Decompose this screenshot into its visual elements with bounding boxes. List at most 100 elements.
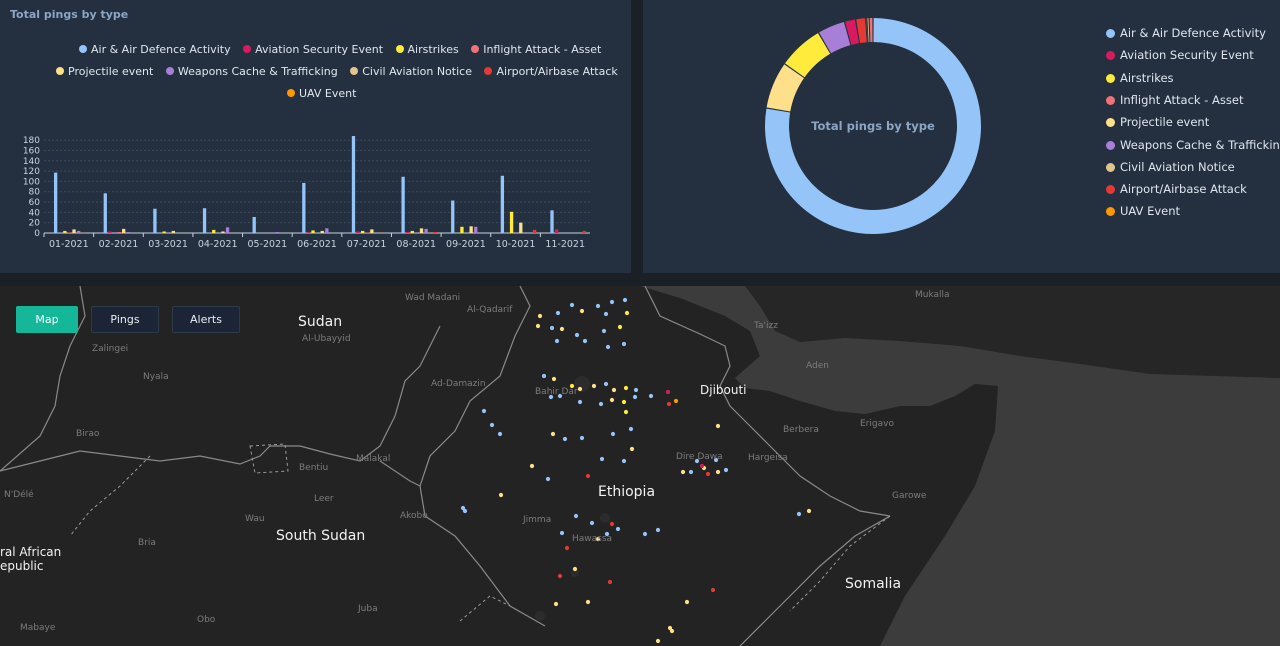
bar[interactable] <box>63 230 67 233</box>
map-point-icon[interactable] <box>554 338 560 344</box>
bar[interactable] <box>451 200 455 233</box>
donut-slice[interactable] <box>845 19 859 45</box>
bar[interactable] <box>406 231 410 233</box>
legend-item-air-defence[interactable]: Air & Air Defence Activity <box>79 43 231 56</box>
bar[interactable] <box>365 232 369 233</box>
legend-item-airstrikes[interactable]: Airstrikes <box>395 43 459 56</box>
bar[interactable] <box>351 136 356 233</box>
donut-legend-item[interactable]: Air & Air Defence Activity <box>1106 26 1266 40</box>
bar[interactable] <box>275 231 279 233</box>
bar[interactable] <box>532 229 537 233</box>
map-point-icon[interactable] <box>604 531 610 537</box>
map-point-icon[interactable] <box>655 638 661 644</box>
bar[interactable] <box>433 231 437 233</box>
map-point-icon[interactable] <box>591 383 597 389</box>
map-point-icon[interactable] <box>559 326 565 332</box>
map-point-icon[interactable] <box>667 625 673 631</box>
map-point-icon[interactable] <box>610 431 616 437</box>
bar[interactable] <box>171 230 175 233</box>
map-point-icon[interactable] <box>694 458 700 464</box>
bar[interactable] <box>225 227 230 233</box>
map-point-icon[interactable] <box>589 520 595 526</box>
map-point-icon[interactable] <box>569 302 575 308</box>
map-point-icon[interactable] <box>621 399 627 405</box>
map-point-icon[interactable] <box>665 389 671 395</box>
map-point-icon[interactable] <box>579 308 585 314</box>
map-point-icon[interactable] <box>611 387 617 393</box>
bar[interactable] <box>429 232 433 233</box>
bar[interactable] <box>419 228 424 233</box>
donut-slice[interactable] <box>785 33 831 78</box>
map-point-icon[interactable] <box>585 599 591 605</box>
map-view[interactable]: Sudan South Sudan Ethiopia Somalia Djibo… <box>0 286 1280 646</box>
map-point-icon[interactable] <box>551 376 557 382</box>
bar[interactable] <box>500 175 505 233</box>
bar[interactable] <box>54 172 58 233</box>
map-point-icon[interactable] <box>598 401 604 407</box>
map-point-icon[interactable] <box>715 423 721 429</box>
map-point-icon[interactable] <box>601 328 607 334</box>
map-point-icon[interactable] <box>582 338 588 344</box>
donut-slice[interactable] <box>766 64 804 112</box>
bar[interactable] <box>180 232 185 233</box>
map-point-icon[interactable] <box>673 398 679 404</box>
donut-legend-item[interactable]: Inflight Attack - Asset <box>1106 93 1243 107</box>
map-point-icon[interactable] <box>557 573 563 579</box>
map-point-icon[interactable] <box>632 394 638 400</box>
donut-slice[interactable] <box>867 18 870 43</box>
bar[interactable] <box>554 229 559 233</box>
map-point-icon[interactable] <box>710 587 716 593</box>
map-point-icon[interactable] <box>462 508 468 514</box>
map-point-icon[interactable] <box>541 373 547 379</box>
bar[interactable] <box>221 231 225 233</box>
map-point-icon[interactable] <box>723 467 729 473</box>
bar[interactable] <box>356 231 360 233</box>
bar[interactable] <box>474 226 478 233</box>
map-point-icon[interactable] <box>569 383 575 389</box>
map-point-icon[interactable] <box>537 313 543 319</box>
map-point-icon[interactable] <box>579 435 585 441</box>
map-point-icon[interactable] <box>623 385 629 391</box>
map-point-icon[interactable] <box>642 531 648 537</box>
map-point-icon[interactable] <box>562 436 568 442</box>
map-points[interactable] <box>460 297 812 644</box>
map-point-icon[interactable] <box>609 397 615 403</box>
map-point-icon[interactable] <box>548 394 554 400</box>
map-point-icon[interactable] <box>603 381 609 387</box>
bar[interactable] <box>77 230 81 233</box>
map-point-icon[interactable] <box>628 426 634 432</box>
map-point-icon[interactable] <box>573 513 579 519</box>
donut-legend-item[interactable]: Civil Aviation Notice <box>1106 160 1235 174</box>
donut-legend-item[interactable]: Airstrikes <box>1106 71 1174 85</box>
map-point-icon[interactable] <box>550 431 556 437</box>
bar[interactable] <box>306 231 311 233</box>
map-point-icon[interactable] <box>806 508 812 514</box>
map-point-icon[interactable] <box>629 446 635 452</box>
map-point-icon[interactable] <box>624 310 630 316</box>
map-point-icon[interactable] <box>705 471 711 477</box>
bar[interactable] <box>103 193 107 233</box>
bar[interactable] <box>202 208 207 233</box>
donut-legend-item[interactable]: Weapons Cache & Trafficking <box>1106 138 1280 152</box>
bar[interactable] <box>424 228 428 233</box>
map-point-icon[interactable] <box>713 457 719 463</box>
legend-item-aviation-security[interactable]: Aviation Security Event <box>243 43 383 56</box>
map-point-icon[interactable] <box>684 599 690 605</box>
bar[interactable] <box>550 210 554 233</box>
bar[interactable] <box>509 211 514 233</box>
legend-item-airport-attack[interactable]: Airport/Airbase Attack <box>484 65 618 78</box>
map-point-icon[interactable] <box>715 469 721 475</box>
donut-legend-item[interactable]: UAV Event <box>1106 204 1180 218</box>
map-point-icon[interactable] <box>655 527 661 533</box>
bar[interactable] <box>401 176 405 233</box>
bar[interactable] <box>519 222 523 233</box>
donut-legend-item[interactable]: Projectile event <box>1106 115 1209 129</box>
donut-legend-item[interactable]: Airport/Airbase Attack <box>1106 182 1247 196</box>
map-point-icon[interactable] <box>555 310 561 316</box>
bar[interactable] <box>469 226 473 233</box>
legend-item-weapons-cache[interactable]: Weapons Cache & Trafficking <box>165 65 338 78</box>
map-point-icon[interactable] <box>607 579 613 585</box>
bar[interactable] <box>582 230 586 233</box>
map-point-icon[interactable] <box>609 521 615 527</box>
donut-slice[interactable] <box>869 18 873 43</box>
